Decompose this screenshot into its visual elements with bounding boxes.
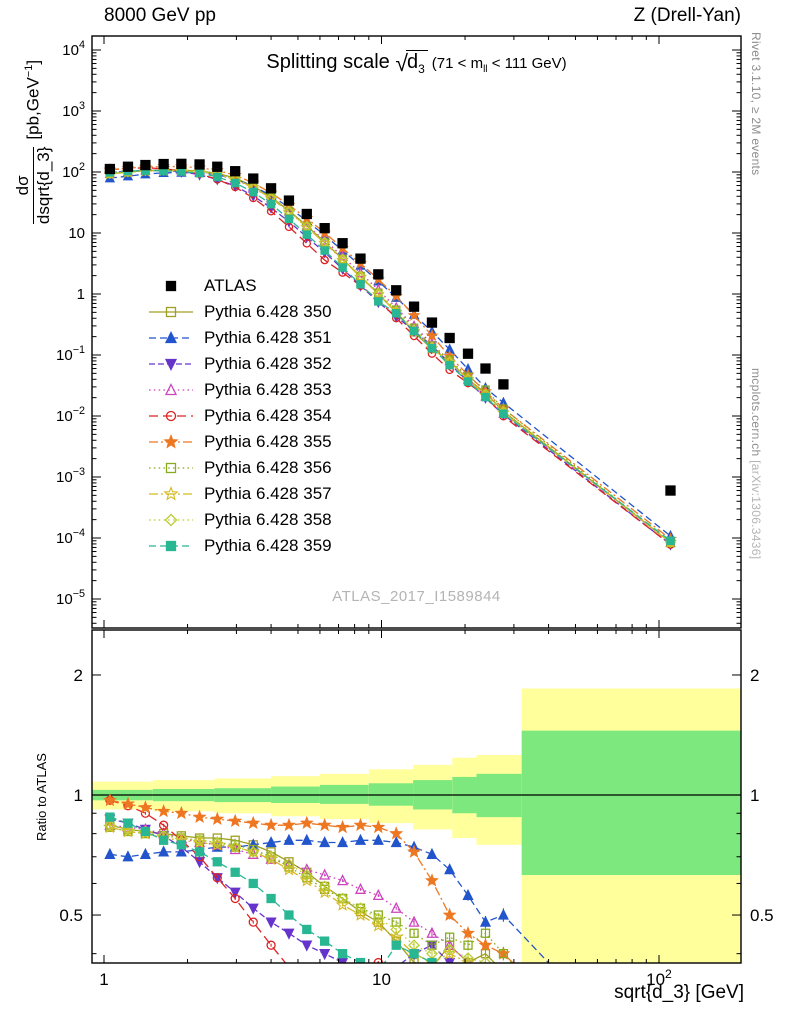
legend-item-label: Pythia 6.428 353 <box>204 380 332 399</box>
ratio-panel-series <box>102 792 550 963</box>
rivet-version-caption: Rivet 3.1.10, ≥ 2M events <box>749 32 763 176</box>
svg-text:0.5: 0.5 <box>750 906 774 925</box>
legend-item-352: Pythia 6.428 352 <box>148 354 332 374</box>
uncertainty-bands <box>92 688 741 963</box>
y-label-units: [pb,GeV−1] <box>22 59 43 140</box>
main-series-359 <box>105 166 675 546</box>
legend-item-label: ATLAS <box>204 276 257 295</box>
svg-text:1: 1 <box>99 970 108 989</box>
legend-marker-icon <box>149 331 193 344</box>
legend-item-label: Pythia 6.428 358 <box>204 510 332 529</box>
svg-text:104: 104 <box>62 39 85 59</box>
ratio-series-351 <box>104 833 550 963</box>
main-series-atlas <box>104 158 676 496</box>
legend-item-atlas: ATLAS <box>148 276 332 296</box>
legend-item-label: Pythia 6.428 352 <box>204 354 332 373</box>
legend-item-label: Pythia 6.428 354 <box>204 406 332 425</box>
legend-item-354: Pythia 6.428 354 <box>148 406 332 426</box>
sqrt-argument: d3 <box>405 50 428 76</box>
legend-item-358: Pythia 6.428 358 <box>148 510 332 530</box>
legend-item-353: Pythia 6.428 353 <box>148 380 332 400</box>
legend-marker-icon <box>149 462 193 474</box>
axis-ticks <box>92 36 741 963</box>
legend-marker-icon <box>149 540 193 552</box>
legend-item-355: Pythia 6.428 355 <box>148 432 332 452</box>
legend: ATLAS Pythia 6.428 350 Pythia 6.428 351 Pyt… <box>148 276 332 556</box>
legend-marker-icon <box>165 280 177 292</box>
x-axis-label: sqrt{d_3} [GeV] <box>614 982 744 1003</box>
mass-range: (71 < mll < 111 GeV) <box>431 55 567 75</box>
svg-text:1: 1 <box>77 286 85 303</box>
svg-text:102: 102 <box>646 967 672 989</box>
legend-marker-icon <box>149 410 193 422</box>
legend-item-357: Pythia 6.428 357 <box>148 484 332 504</box>
legend-item-label: Pythia 6.428 359 <box>204 536 332 555</box>
process-label: Z (Drell-Yan) <box>633 5 741 26</box>
legend-item-351: Pythia 6.428 351 <box>148 328 332 348</box>
analysis-watermark: ATLAS_2017_I1589844 <box>332 588 501 605</box>
main-frame <box>91 35 742 629</box>
svg-text:10: 10 <box>372 970 391 989</box>
axis-tick-labels: 1 10 102 10−5 10−4 10−3 10−2 10−1 1 10 102 103 104 0.… <box>56 39 774 989</box>
ratio-y-axis-label: Ratio to ATLAS <box>34 753 49 841</box>
ratio-series-355 <box>102 792 515 963</box>
legend-item-359: Pythia 6.428 359 <box>148 536 332 556</box>
ratio-frame <box>91 629 742 964</box>
legend-marker-icon <box>149 485 193 501</box>
svg-text:0.5: 0.5 <box>59 906 83 925</box>
legend-item-label: Pythia 6.428 351 <box>204 328 332 347</box>
main-panel-series <box>103 158 677 551</box>
legend-marker-icon <box>149 306 193 318</box>
svg-text:10: 10 <box>68 225 85 242</box>
ratio-series-359 <box>105 812 437 963</box>
svg-text:102: 102 <box>62 161 85 181</box>
legend-marker-icon <box>149 433 193 449</box>
beam-energy-label: 8000 GeV pp <box>104 5 216 26</box>
svg-text:1: 1 <box>750 786 759 805</box>
svg-text:10−5: 10−5 <box>56 588 85 608</box>
mcplots-caption: mcplots.cern.ch [arXiv:1306.3436] <box>749 368 763 560</box>
green-band-segment <box>521 730 741 876</box>
title-prefix: Splitting scale <box>266 51 396 73</box>
sqrt-icon: √ <box>395 50 408 76</box>
legend-item-label: Pythia 6.428 357 <box>204 484 332 503</box>
legend-marker-icon <box>149 513 193 527</box>
legend-marker-icon <box>149 358 193 371</box>
svg-text:1: 1 <box>74 786 83 805</box>
svg-text:10−4: 10−4 <box>56 527 85 547</box>
main-y-axis-label: dσ dsqrt{d_3} [pb,GeV−1] <box>3 17 63 267</box>
svg-text:2: 2 <box>74 666 83 685</box>
svg-text:10−2: 10−2 <box>56 405 85 425</box>
svg-text:2: 2 <box>750 666 759 685</box>
legend-item-label: Pythia 6.428 355 <box>204 432 332 451</box>
y-label-fraction: dσ dsqrt{d_3} <box>12 146 53 225</box>
legend-item-356: Pythia 6.428 356 <box>148 458 332 478</box>
legend-item-label: Pythia 6.428 350 <box>204 302 332 321</box>
ratio-series-358 <box>103 819 492 963</box>
svg-text:103: 103 <box>62 100 85 120</box>
legend-marker-icon <box>149 383 193 396</box>
svg-text:10−3: 10−3 <box>56 466 85 486</box>
legend-item-350: Pythia 6.428 350 <box>148 302 332 322</box>
legend-item-label: Pythia 6.428 356 <box>204 458 332 477</box>
green-band-segment <box>319 784 369 804</box>
svg-text:10−1: 10−1 <box>56 344 85 364</box>
plot-title: Splitting scale √d3 (71 < mll < 111 GeV) <box>92 50 741 77</box>
